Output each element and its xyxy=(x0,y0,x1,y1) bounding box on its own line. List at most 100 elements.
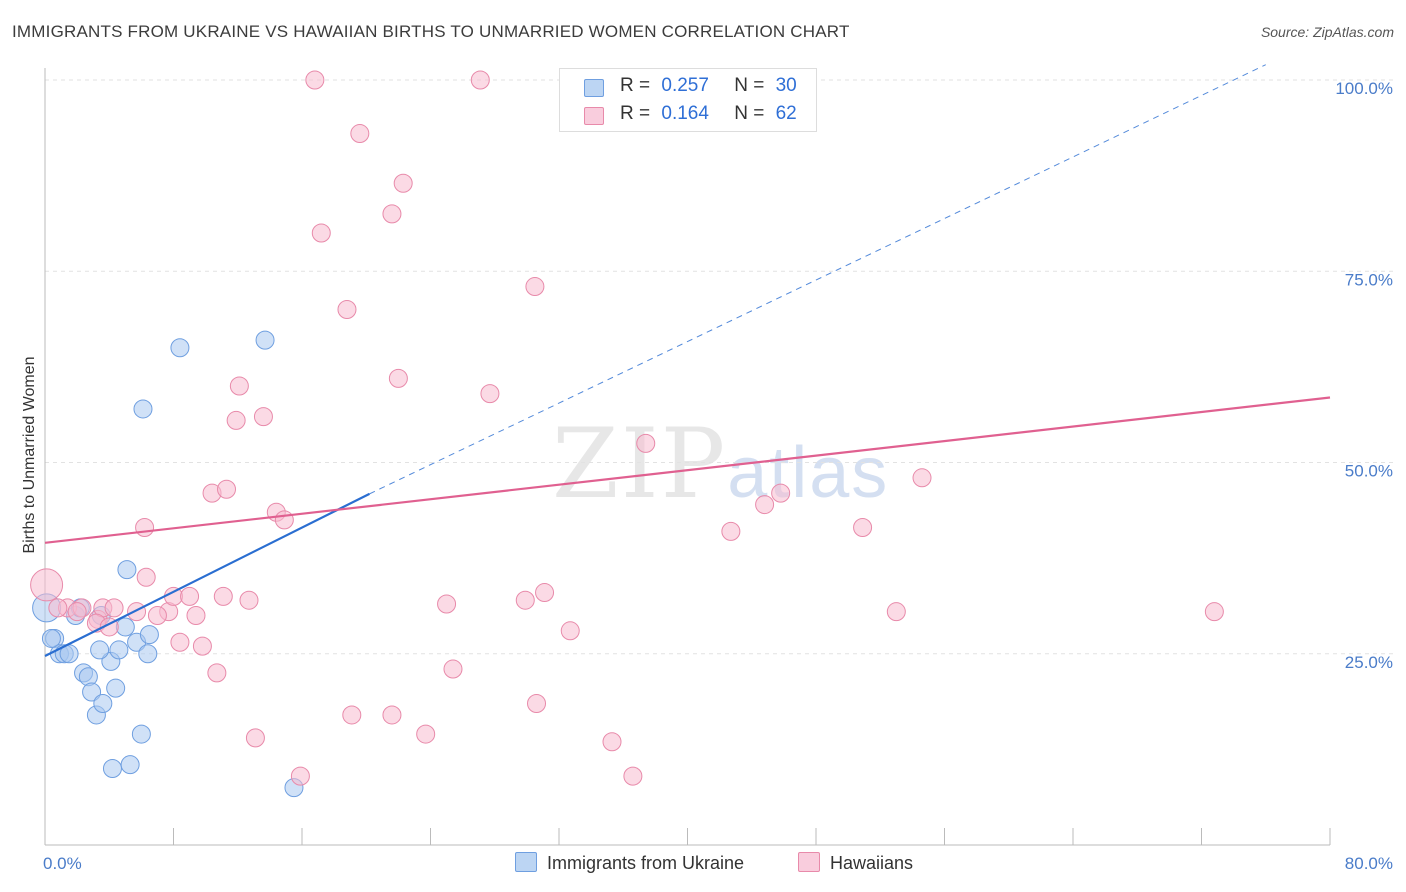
legend-swatch-hawaiians xyxy=(584,107,604,125)
point-hawaiians xyxy=(527,693,547,713)
point-ukraine xyxy=(131,724,151,744)
point-hawaiians xyxy=(164,586,183,606)
legend-row-ukraine: R = 0.257 N = 30 xyxy=(584,75,797,99)
point-hawaiians xyxy=(515,590,535,610)
point-hawaiians xyxy=(382,705,402,725)
point-ukraine xyxy=(106,678,126,698)
point-ukraine xyxy=(117,560,137,580)
point-hawaiians xyxy=(245,728,265,748)
point-hawaiians xyxy=(393,173,413,193)
point-hawaiians xyxy=(535,583,555,603)
point-ukraine xyxy=(115,617,135,637)
point-hawaiians xyxy=(755,495,775,515)
point-ukraine xyxy=(139,625,159,645)
legend-n-label: N = xyxy=(734,103,765,124)
point-hawaiians xyxy=(480,384,500,404)
point-ukraine xyxy=(102,759,122,778)
point-hawaiians xyxy=(853,518,873,538)
point-hawaiians xyxy=(1204,602,1224,622)
point-hawaiians xyxy=(337,300,357,319)
y-tick-label: 75.0% xyxy=(1345,270,1393,289)
x-tick-label-max: 80.0% xyxy=(1345,854,1393,873)
bottom-legend-label-ukraine: Immigrants from Ukraine xyxy=(547,853,745,873)
watermark: ZIPatlas xyxy=(552,408,889,520)
point-hawaiians xyxy=(771,483,791,503)
legend-r-label: R = xyxy=(620,75,651,96)
point-hawaiians xyxy=(217,479,237,499)
trend-line-hawaiians xyxy=(44,396,1331,544)
y-tick-label: 25.0% xyxy=(1345,653,1393,672)
bottom-legend-label-hawaiians: Hawaiians xyxy=(830,853,914,873)
trend-line-ukraine-extension xyxy=(369,64,1266,495)
point-ukraine xyxy=(120,755,140,775)
point-hawaiians xyxy=(311,223,331,243)
legend-r-value: 0.164 xyxy=(661,103,709,124)
point-hawaiians xyxy=(560,621,580,641)
legend-row-hawaiians: R = 0.164 N = 62 xyxy=(584,103,797,127)
point-ukraine xyxy=(255,330,275,350)
point-hawaiians xyxy=(186,606,206,625)
point-hawaiians xyxy=(207,663,227,683)
point-ukraine xyxy=(82,682,102,702)
x-tick-label-min: 0.0% xyxy=(43,854,82,873)
legend-n-value: 30 xyxy=(775,75,797,96)
point-hawaiians xyxy=(147,606,167,625)
watermark-atlas: atlas xyxy=(727,433,890,513)
point-hawaiians xyxy=(350,124,370,144)
point-hawaiians xyxy=(48,598,68,618)
point-hawaiians xyxy=(525,277,545,297)
point-hawaiians xyxy=(127,602,147,622)
chart-title: IMMIGRANTS FROM UKRAINE VS HAWAIIAN BIRT… xyxy=(12,22,850,41)
point-hawaiians xyxy=(229,376,249,396)
point-hawaiians xyxy=(274,510,294,530)
point-hawaiians xyxy=(136,567,156,587)
point-hawaiians xyxy=(602,732,622,752)
point-hawaiians xyxy=(912,468,932,488)
point-hawaiians xyxy=(721,521,741,541)
point-hawaiians xyxy=(170,632,190,652)
legend-r-label: R = xyxy=(620,103,651,124)
legend-r-value: 0.257 xyxy=(661,75,709,96)
legend-n-label: N = xyxy=(734,75,765,96)
point-ukraine xyxy=(133,399,153,419)
point-hawaiians xyxy=(437,594,457,614)
bottom-legend-hawaiians[interactable]: Hawaiians xyxy=(798,852,913,876)
point-hawaiians xyxy=(416,724,436,744)
legend-n-value: 62 xyxy=(775,103,797,124)
point-hawaiians xyxy=(636,433,656,453)
point-hawaiians xyxy=(239,590,259,610)
bottom-legend-swatch-ukraine xyxy=(515,852,537,872)
point-hawaiians xyxy=(180,586,200,606)
point-ukraine xyxy=(170,338,190,358)
stats-legend: R = 0.257 N = 30 R = 0.164 N = 62 xyxy=(559,68,817,132)
legend-swatch-ukraine xyxy=(584,79,604,97)
point-ukraine xyxy=(78,667,98,687)
point-ukraine xyxy=(138,644,158,664)
point-hawaiians xyxy=(388,368,408,388)
point-hawaiians xyxy=(213,586,233,606)
point-hawaiians xyxy=(253,407,273,427)
point-ukraine xyxy=(93,693,113,713)
point-hawaiians xyxy=(470,70,490,90)
trend-line-ukraine xyxy=(44,492,370,658)
bottom-legend-swatch-hawaiians xyxy=(798,852,820,872)
watermark-zip: ZIP xyxy=(552,408,728,520)
point-hawaiians xyxy=(382,204,402,224)
point-hawaiians xyxy=(443,659,463,679)
point-hawaiians xyxy=(67,602,87,622)
point-hawaiians xyxy=(886,602,906,622)
point-hawaiians xyxy=(30,568,64,602)
y-tick-label: 50.0% xyxy=(1345,462,1393,481)
point-hawaiians xyxy=(192,636,212,656)
point-ukraine xyxy=(41,628,61,648)
point-ukraine xyxy=(109,640,129,660)
point-hawaiians xyxy=(226,410,246,430)
point-ukraine xyxy=(90,640,110,660)
point-hawaiians xyxy=(104,598,124,618)
point-hawaiians xyxy=(342,705,362,725)
bottom-legend-ukraine[interactable]: Immigrants from Ukraine xyxy=(515,852,744,876)
point-hawaiians xyxy=(135,518,155,538)
y-tick-label: 100.0% xyxy=(1335,79,1393,98)
point-hawaiians xyxy=(623,766,643,786)
